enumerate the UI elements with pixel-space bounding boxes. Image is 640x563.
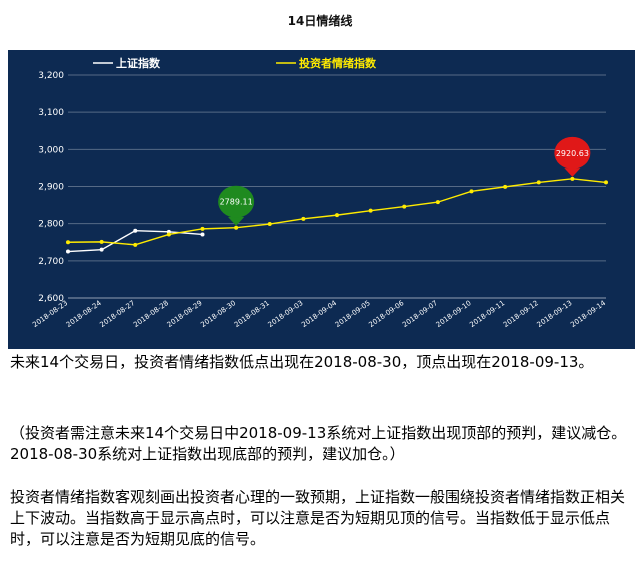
page-title: 14日情绪线 bbox=[287, 14, 353, 28]
low-marker-pointer bbox=[228, 217, 245, 226]
marker-label: 2789.11 bbox=[220, 198, 253, 207]
y-tick-label: 2,600 bbox=[38, 294, 64, 304]
chart-panel: 2,600 2,700 2,800 2,900 3,000 3,100 3,200 2018-… bbox=[8, 50, 635, 349]
sentiment-line-chart: 2,600 2,700 2,800 2,900 3,000 3,100 3,200 2018-… bbox=[31, 56, 608, 329]
sentiment-point bbox=[368, 208, 373, 213]
x-tick-label: 2018-09-13 bbox=[536, 299, 574, 329]
high-marker-pointer bbox=[564, 168, 581, 177]
sentiment-point bbox=[166, 232, 171, 237]
sentiment-point bbox=[536, 180, 541, 185]
sse-point bbox=[99, 247, 104, 252]
x-tick-label: 2018-08-24 bbox=[65, 299, 103, 329]
y-tick-label: 3,200 bbox=[38, 71, 64, 81]
x-tick-label: 2018-08-30 bbox=[199, 299, 237, 329]
sentiment-point bbox=[133, 242, 138, 247]
sse-point bbox=[66, 249, 70, 254]
x-tick-label: 2018-08-31 bbox=[233, 299, 271, 329]
sentiment-point bbox=[503, 184, 508, 189]
sentiment-point bbox=[99, 239, 104, 244]
sentiment-point bbox=[469, 189, 474, 194]
legend-label: 投资者情绪指数 bbox=[299, 56, 377, 70]
x-tick-label: 2018-09-14 bbox=[569, 299, 607, 329]
sentiment-point bbox=[200, 226, 205, 231]
x-tick-label: 2018-08-28 bbox=[132, 299, 170, 329]
sentiment-point bbox=[604, 180, 608, 185]
y-tick-label: 3,000 bbox=[38, 145, 64, 155]
summary-paragraph: 未来14个交易日，投资者情绪指数低点出现在2018-08-30，顶点出现在201… bbox=[10, 353, 594, 371]
x-tick-label: 2018-08-29 bbox=[166, 299, 204, 329]
x-tick-label: 2018-09-06 bbox=[367, 299, 405, 329]
sentiment-point bbox=[402, 204, 407, 209]
sentiment-point bbox=[570, 176, 575, 181]
sentiment-point bbox=[66, 240, 70, 245]
sentiment-point bbox=[335, 213, 339, 218]
x-tick-label: 2018-08-27 bbox=[98, 299, 136, 329]
low-point-marker bbox=[218, 185, 255, 218]
y-tick-label: 2,900 bbox=[38, 183, 64, 193]
marker-label: 2920.63 bbox=[556, 149, 589, 158]
y-tick-label: 3,100 bbox=[38, 108, 64, 118]
y-tick-label: 2,800 bbox=[38, 220, 64, 230]
x-tick-label: 2018-09-03 bbox=[267, 299, 305, 329]
sentiment-index-line bbox=[67, 178, 607, 246]
sse-index-line bbox=[67, 230, 203, 253]
sse-point bbox=[133, 228, 138, 233]
high-point-marker bbox=[554, 136, 591, 169]
sentiment-point bbox=[435, 200, 440, 205]
x-tick-label: 2018-09-12 bbox=[502, 299, 540, 329]
y-tick-label: 2,700 bbox=[38, 257, 64, 267]
x-tick-label: 2018-09-10 bbox=[435, 299, 473, 329]
x-tick-label: 2018-09-04 bbox=[300, 299, 338, 329]
x-tick-label: 2018-09-11 bbox=[468, 299, 506, 329]
x-tick-label: 2018-09-05 bbox=[334, 299, 372, 329]
sentiment-point bbox=[234, 225, 239, 230]
explanation-paragraph: 投资者情绪指数客观刻画出投资者心理的一致预期，上证指数一般围绕投资者情绪指数正相… bbox=[10, 488, 626, 548]
legend-label: 上证指数 bbox=[116, 56, 161, 70]
advice-paragraph: （投资者需注意未来14个交易日中2018-09-13系统对上证指数出现顶部的预判… bbox=[10, 424, 627, 463]
x-tick-label: 2018-09-07 bbox=[401, 299, 439, 329]
sentiment-point bbox=[267, 222, 272, 227]
sse-point bbox=[200, 232, 205, 237]
sentiment-point bbox=[301, 216, 306, 221]
